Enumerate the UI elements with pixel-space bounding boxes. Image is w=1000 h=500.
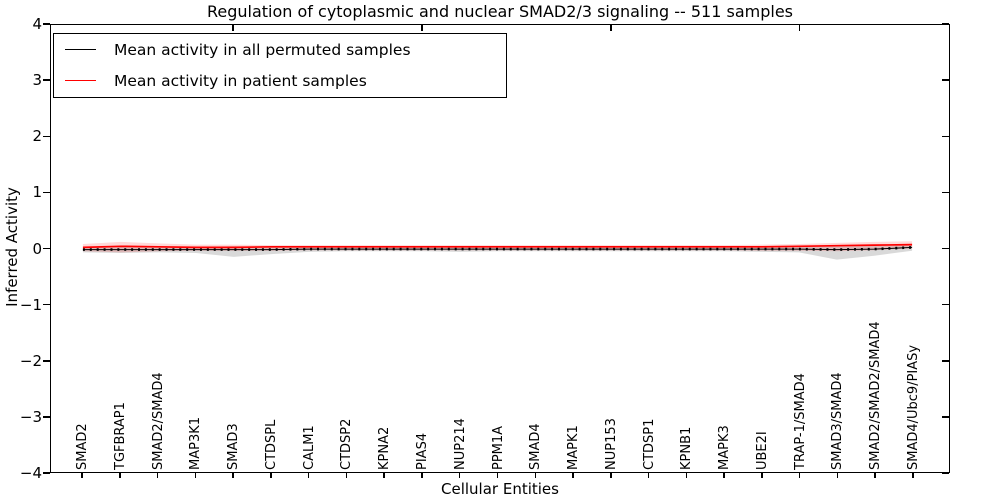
x-tick-label: SMAD3/SMAD4 (830, 372, 846, 470)
y-tick-mark-right (941, 360, 949, 362)
x-tick-label: MAP3K1 (188, 416, 204, 470)
x-tick-mark (345, 473, 348, 478)
legend-entry-patient: Mean activity in patient samples (54, 65, 506, 96)
x-tick-label: SMAD4 (528, 423, 544, 470)
x-top-tick-mark (421, 24, 423, 31)
patient-mean-line (82, 243, 913, 249)
figure-title: Regulation of cytoplasmic and nuclear SM… (206, 2, 794, 21)
x-tick-mark (836, 473, 839, 478)
x-tick-mark (458, 473, 461, 478)
x-tick-label: MAPK3 (717, 425, 733, 470)
y-tick-label: −2 (19, 351, 42, 370)
x-tick-label: PPM1A (490, 425, 506, 470)
y-tick-mark-left (43, 135, 50, 137)
x-tick-mark (119, 473, 121, 478)
x-axis-label: Cellular Entities (441, 480, 559, 498)
x-tick-mark (761, 473, 763, 478)
x-tick-label: CTDSPL (263, 419, 279, 470)
x-tick-label: CALM1 (301, 425, 317, 470)
y-tick-mark-right (941, 191, 949, 194)
x-tick-mark (723, 473, 725, 478)
y-tick-label: 1 (32, 183, 42, 202)
y-tick-mark-left (43, 472, 50, 474)
x-tick-label: SMAD2/SMAD2/SMAD4 (868, 321, 884, 470)
legend: Mean activity in all permuted samples Me… (53, 33, 507, 98)
x-tick-mark (534, 473, 537, 478)
y-tick-mark-left (43, 247, 50, 250)
y-tick-mark-right (941, 23, 949, 25)
x-tick-label: SMAD4/Ubc9/PIASy (906, 344, 921, 470)
y-tick-mark-right (941, 472, 949, 474)
y-tick-label: 4 (32, 15, 42, 33)
x-tick-label: KPNA2 (377, 426, 393, 470)
x-tick-label: SMAD2 (75, 423, 90, 470)
y-tick-mark-right (941, 416, 949, 418)
x-tick-mark (270, 473, 272, 478)
x-tick-label: KPNB1 (679, 426, 695, 470)
y-tick-mark-left (43, 416, 50, 418)
x-tick-label: CTDSP2 (339, 418, 355, 470)
y-tick-mark-right (941, 79, 949, 81)
x-tick-label: UBE2I (754, 431, 770, 470)
legend-entry-permuted: Mean activity in all permuted samples (54, 34, 506, 65)
y-tick-mark-right (941, 247, 949, 250)
plot-area (50, 24, 950, 473)
x-tick-label: TRAP-1/SMAD4 (792, 373, 808, 470)
x-tick-label: SMAD2/SMAD4 (150, 372, 166, 470)
y-tick-label: 2 (32, 127, 42, 146)
x-tick-mark (685, 473, 688, 478)
legend-label-permuted: Mean activity in all permuted samples (114, 40, 411, 59)
x-tick-label: NUP214 (452, 418, 468, 470)
y-tick-mark-left (43, 191, 50, 194)
y-tick-label: −4 (19, 464, 42, 482)
x-tick-mark (647, 473, 650, 478)
y-tick-label: −3 (19, 407, 42, 426)
y-tick-mark-left (43, 79, 50, 81)
x-tick-label: TGFBRAP1 (112, 402, 128, 470)
x-tick-mark (610, 473, 612, 478)
x-tick-mark (912, 473, 914, 478)
y-tick-label: 0 (32, 239, 42, 258)
y-tick-label: −1 (19, 295, 42, 314)
x-tick-label: MAPK1 (566, 425, 582, 470)
x-tick-mark (421, 473, 423, 478)
y-tick-label: 3 (32, 71, 42, 90)
x-tick-mark (572, 473, 574, 478)
x-tick-mark (156, 473, 159, 478)
x-top-tick-mark (232, 24, 234, 31)
x-tick-mark (383, 473, 385, 478)
x-tick-mark (194, 473, 197, 478)
x-top-tick-mark (798, 24, 801, 31)
x-tick-mark (874, 473, 876, 478)
x-tick-label: PIAS4 (414, 432, 430, 470)
y-tick-mark-right (941, 135, 949, 137)
y-tick-mark-left (43, 360, 50, 362)
y-tick-mark-right (941, 303, 949, 306)
x-tick-mark (307, 473, 310, 478)
legend-label-patient: Mean activity in patient samples (114, 71, 367, 90)
x-tick-label: NUP153 (603, 418, 619, 470)
x-tick-label: SMAD3 (226, 423, 242, 470)
x-tick-mark (496, 473, 499, 478)
patient-line-swatch-icon (65, 80, 96, 81)
permuted-mean-markers (82, 246, 913, 251)
chart-plot-svg (82, 241, 913, 260)
permuted-line-swatch-icon (65, 49, 96, 50)
x-tick-label: CTDSP1 (641, 418, 657, 470)
x-top-tick-mark (610, 24, 612, 31)
x-tick-mark (81, 473, 83, 478)
y-tick-mark-left (43, 23, 50, 25)
y-tick-mark-left (43, 303, 50, 306)
x-tick-mark (798, 473, 801, 478)
x-tick-mark (232, 473, 234, 478)
